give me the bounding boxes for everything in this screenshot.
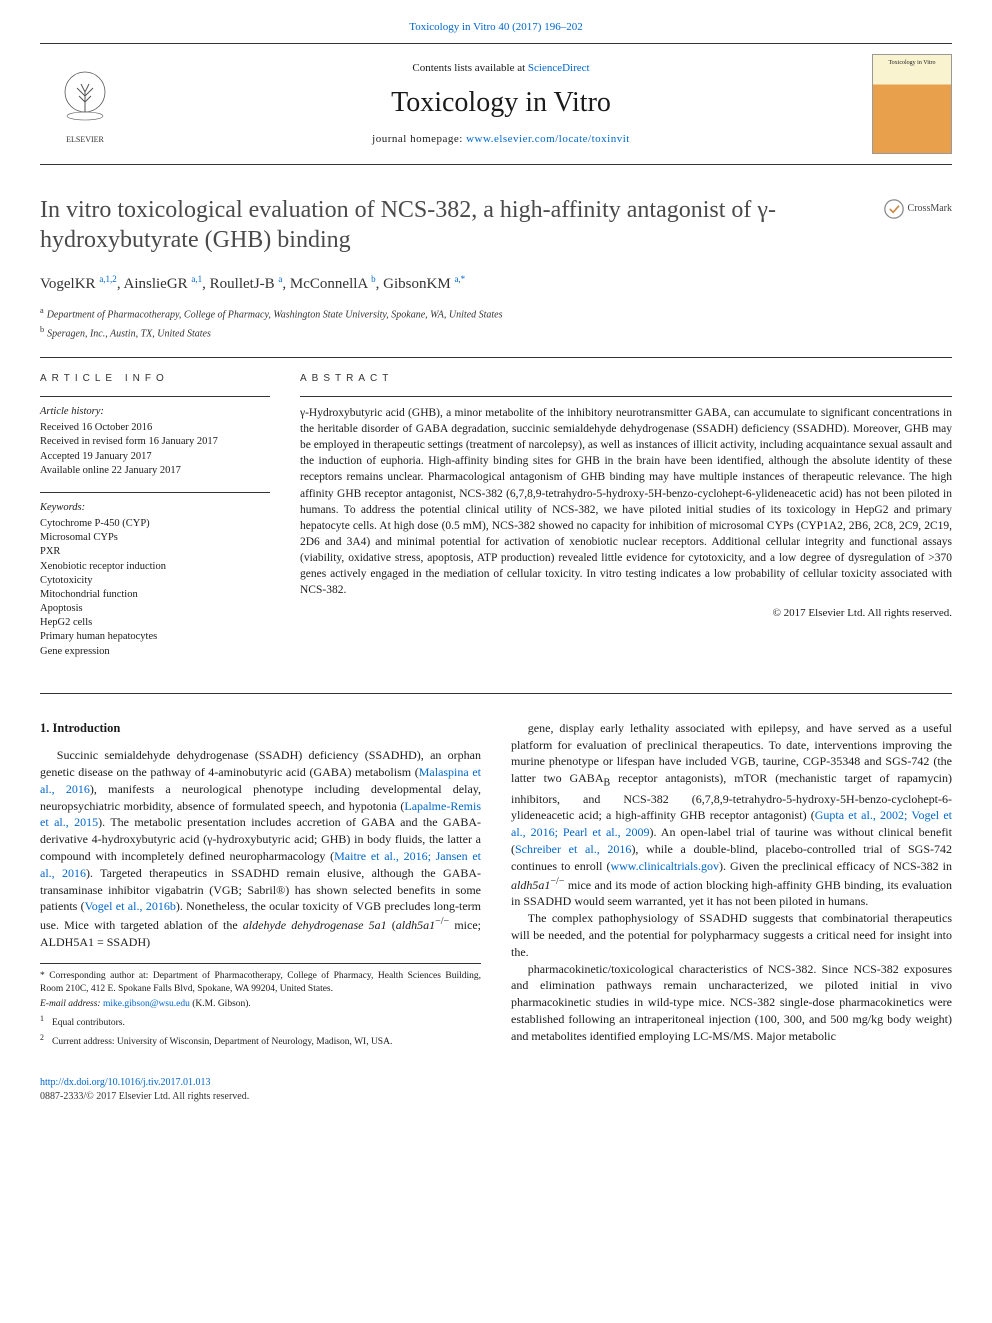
info-rule (40, 396, 270, 397)
citation-link[interactable]: Vogel et al., 2016b (85, 899, 176, 913)
homepage-prefix: journal homepage: (372, 133, 466, 145)
keyword: Cytotoxicity (40, 574, 270, 588)
citation-link[interactable]: Gupta et al., 2002; Vogel et al., 2016; … (511, 808, 952, 839)
keyword: Primary human hepatocytes (40, 630, 270, 644)
section-heading: 1. Introduction (40, 720, 481, 738)
citation-link[interactable]: Lapalme-Remis et al., 2015 (40, 799, 481, 830)
history-line: Accepted 19 January 2017 (40, 450, 270, 464)
keyword: Apoptosis (40, 602, 270, 616)
footnotes: * Corresponding author at: Department of… (40, 963, 481, 1049)
footnote-1-text: Equal contributors. (52, 1018, 125, 1028)
footnote-1: 1Equal contributors. (40, 1014, 481, 1030)
journal-homepage-link[interactable]: www.elsevier.com/locate/toxinvit (466, 133, 630, 145)
keywords-label: Keywords: (40, 501, 270, 515)
article-title: In vitro toxicological evaluation of NCS… (40, 195, 952, 255)
sciencedirect-link[interactable]: ScienceDirect (528, 62, 590, 74)
elsevier-logo: ELSEVIER (40, 54, 130, 154)
contents-prefix: Contents lists available at (412, 62, 527, 74)
footnote-2-text: Current address: University of Wisconsin… (52, 1037, 392, 1047)
keyword: Xenobiotic receptor induction (40, 560, 270, 574)
abstract-text: γ-Hydroxybutyric acid (GHB), a minor met… (300, 405, 952, 598)
contents-line: Contents lists available at ScienceDirec… (150, 61, 852, 76)
journal-citation: Toxicology in Vitro 40 (2017) 196–202 (40, 20, 952, 35)
body-column-right: gene, display early lethality associated… (511, 720, 952, 1052)
intro-para-3: pharmacokinetic/toxicological characteri… (511, 961, 952, 1045)
history-line: Available online 22 January 2017 (40, 464, 270, 478)
history-line: Received 16 October 2016 (40, 421, 270, 435)
authors: VogelKR a,1,2, AinslieGR a,1, RoulletJ-B… (40, 273, 952, 295)
keyword: HepG2 cells (40, 616, 270, 630)
history-label: Article history: (40, 405, 270, 419)
abstract-copyright: © 2017 Elsevier Ltd. All rights reserved… (300, 606, 952, 621)
homepage-line: journal homepage: www.elsevier.com/locat… (150, 132, 852, 147)
keyword: Microsomal CYPs (40, 531, 270, 545)
masthead-center: Contents lists available at ScienceDirec… (150, 61, 852, 147)
body-columns: 1. Introduction Succinic semialdehyde de… (40, 720, 952, 1052)
footnote-2: 2Current address: University of Wisconsi… (40, 1033, 481, 1049)
doi-link[interactable]: http://dx.doi.org/10.1016/j.tiv.2017.01.… (40, 1077, 211, 1088)
article-history: Article history: Received 16 October 201… (40, 405, 270, 478)
email-label: E-mail address: (40, 999, 103, 1009)
keyword: Gene expression (40, 645, 270, 659)
journal-cover-thumbnail: Toxicology in Vitro (872, 54, 952, 154)
kw-rule (40, 492, 270, 493)
email-footnote: E-mail address: mike.gibson@wsu.edu (K.M… (40, 998, 481, 1011)
page-footer: http://dx.doi.org/10.1016/j.tiv.2017.01.… (40, 1076, 952, 1104)
crossmark-icon (884, 199, 904, 219)
email-suffix: (K.M. Gibson). (190, 999, 251, 1009)
affiliations: aDepartment of Pharmacotherapy, College … (40, 305, 952, 341)
article-info-heading: ARTICLE INFO (40, 372, 270, 386)
keywords-block: Keywords: Cytochrome P-450 (CYP)Microsom… (40, 501, 270, 659)
corresponding-email-link[interactable]: mike.gibson@wsu.edu (103, 999, 190, 1009)
body-column-left: 1. Introduction Succinic semialdehyde de… (40, 720, 481, 1052)
crossmark-badge[interactable]: CrossMark (884, 199, 952, 219)
elsevier-tree-icon (50, 64, 120, 134)
citation-link[interactable]: Malaspina et al., 2016 (40, 765, 481, 796)
corresponding-author-footnote: * Corresponding author at: Department of… (40, 970, 481, 996)
title-block: In vitro toxicological evaluation of NCS… (40, 195, 952, 255)
intro-para-2: The complex pathophysiology of SSADHD su… (511, 910, 952, 960)
masthead: ELSEVIER Contents lists available at Sci… (40, 43, 952, 165)
citation-link[interactable]: www.clinicaltrials.gov (610, 859, 719, 873)
citation-link[interactable]: Schreiber et al., 2016 (515, 842, 631, 856)
meta-abstract-row: ARTICLE INFO Article history: Received 1… (40, 358, 952, 694)
elsevier-name: ELSEVIER (66, 134, 104, 145)
abstract-column: ABSTRACT γ-Hydroxybutyric acid (GHB), a … (300, 372, 952, 673)
history-line: Received in revised form 16 January 2017 (40, 435, 270, 449)
affiliation: aDepartment of Pharmacotherapy, College … (40, 305, 952, 322)
keyword: Mitochondrial function (40, 588, 270, 602)
journal-name: Toxicology in Vitro (150, 83, 852, 122)
issn-copyright: 0887-2333/© 2017 Elsevier Ltd. All right… (40, 1090, 952, 1104)
crossmark-label: CrossMark (908, 202, 952, 216)
intro-para-cont: gene, display early lethality associated… (511, 720, 952, 910)
abs-rule (300, 396, 952, 397)
keyword: PXR (40, 545, 270, 559)
article-info-column: ARTICLE INFO Article history: Received 1… (40, 372, 270, 673)
citation-link[interactable]: Maitre et al., 2016; Jansen et al., 2016 (40, 849, 481, 880)
intro-para-1: Succinic semialdehyde dehydrogenase (SSA… (40, 747, 481, 951)
cover-label: Toxicology in Vitro (877, 59, 947, 67)
affiliation: bSperagen, Inc., Austin, TX, United Stat… (40, 324, 952, 341)
keyword: Cytochrome P-450 (CYP) (40, 517, 270, 531)
abstract-heading: ABSTRACT (300, 372, 952, 386)
